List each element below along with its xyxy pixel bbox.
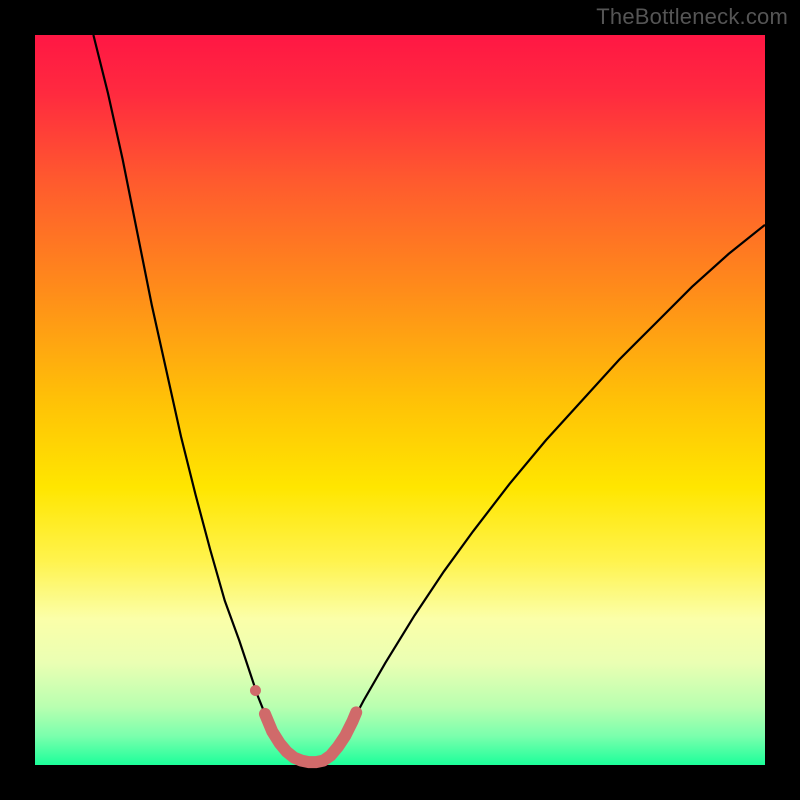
optimum-marker-dot [250, 685, 261, 696]
plot-background [35, 35, 765, 765]
watermark-text: TheBottleneck.com [596, 4, 788, 30]
bottleneck-chart-svg [0, 0, 800, 800]
chart-container: TheBottleneck.com [0, 0, 800, 800]
